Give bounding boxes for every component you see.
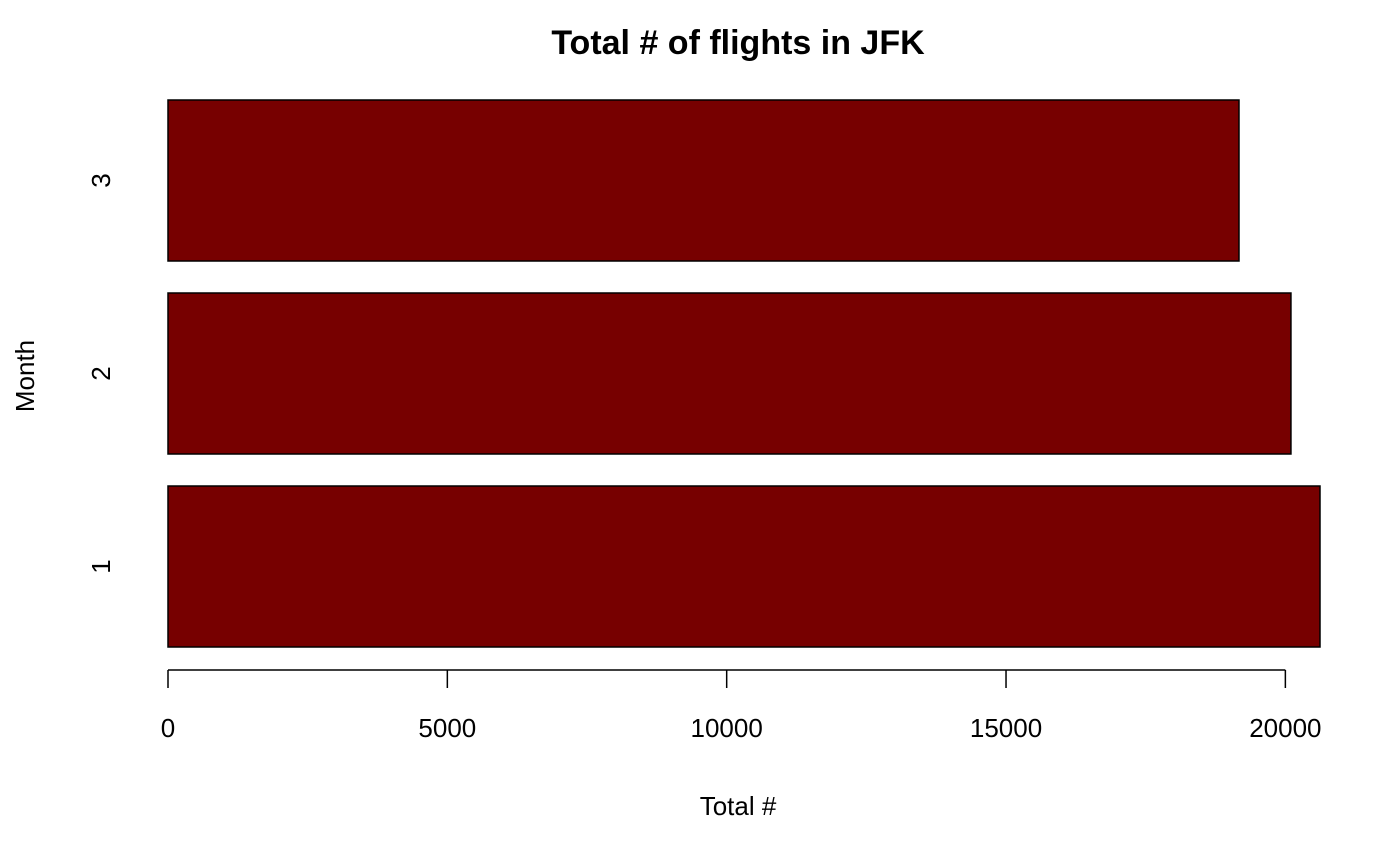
x-tick-label-0: 0: [161, 713, 175, 743]
bars-group: [167, 99, 1321, 648]
y-tick-label-1: 1: [86, 559, 116, 573]
x-tick-label-20000: 20000: [1249, 713, 1321, 743]
bar-month-2: [167, 292, 1292, 455]
y-axis-label: Month: [10, 340, 40, 412]
bar-month-3: [167, 99, 1240, 262]
x-tick-label-15000: 15000: [970, 713, 1042, 743]
chart-title: Total # of flights in JFK: [551, 24, 925, 62]
x-tick-label-5000: 5000: [418, 713, 476, 743]
x-axis: 0 5000 10000 15000 20000: [161, 669, 1322, 743]
bar-month-1: [167, 485, 1321, 648]
y-tick-label-3: 3: [86, 173, 116, 187]
y-tick-label-2: 2: [86, 366, 116, 380]
x-tick-label-10000: 10000: [691, 713, 763, 743]
y-tick-labels: 1 2 3: [86, 173, 116, 573]
x-axis-label: Total #: [700, 791, 777, 821]
